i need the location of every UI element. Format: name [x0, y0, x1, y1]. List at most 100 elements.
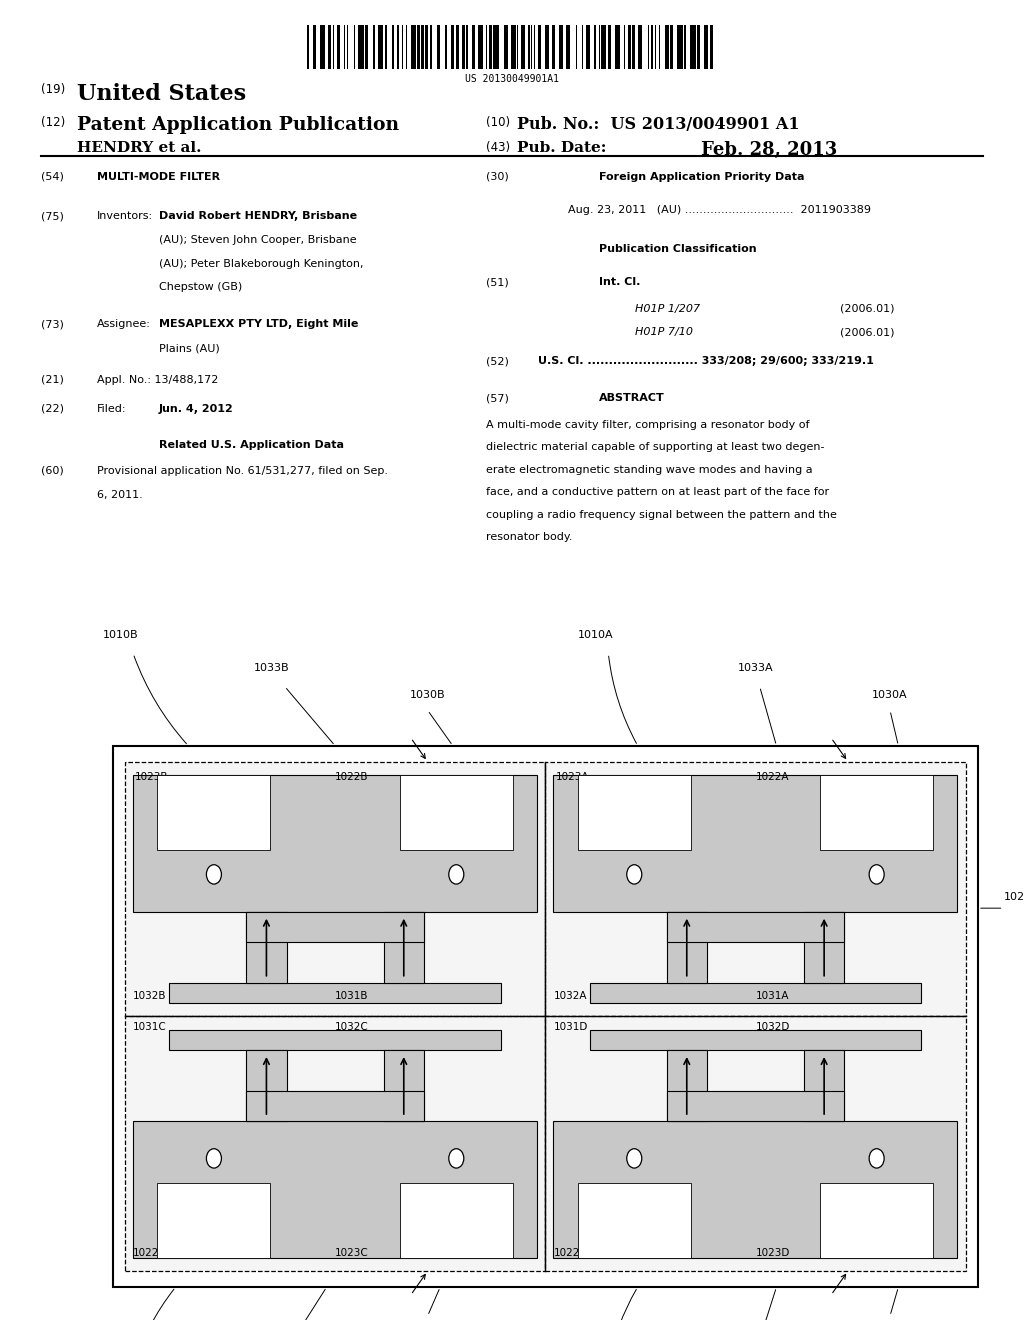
Bar — [445, 25, 446, 69]
Text: 1032A: 1032A — [553, 990, 587, 1001]
Text: Chepstow (GB): Chepstow (GB) — [159, 282, 242, 293]
Bar — [170, 1030, 501, 1051]
Text: 1031C: 1031C — [133, 1022, 167, 1032]
Text: (10): (10) — [486, 116, 511, 129]
Bar — [384, 1051, 424, 1121]
Bar — [417, 25, 420, 69]
Text: 1031B: 1031B — [335, 990, 369, 1001]
Bar — [457, 25, 459, 69]
Bar — [246, 1051, 287, 1121]
Bar — [385, 25, 387, 69]
Text: 1023B: 1023B — [135, 772, 169, 783]
Text: Inventors:: Inventors: — [97, 211, 154, 222]
Bar — [586, 25, 590, 69]
Text: (52): (52) — [486, 356, 509, 367]
Bar — [333, 25, 334, 69]
Text: Foreign Application Priority Data: Foreign Application Priority Data — [599, 172, 805, 182]
Text: United States: United States — [77, 83, 246, 106]
Bar — [697, 25, 700, 69]
Text: (60): (60) — [41, 466, 63, 477]
Bar — [599, 25, 600, 69]
Circle shape — [207, 1148, 221, 1168]
Text: (57): (57) — [486, 393, 509, 404]
Text: (AU); Peter Blakeborough Kenington,: (AU); Peter Blakeborough Kenington, — [159, 259, 364, 269]
Text: face, and a conductive pattern on at least part of the face for: face, and a conductive pattern on at lea… — [486, 487, 829, 498]
Text: 1010A: 1010A — [578, 630, 613, 640]
Text: Feb. 28, 2013: Feb. 28, 2013 — [701, 141, 838, 160]
Bar — [511, 25, 515, 69]
Bar — [357, 25, 364, 69]
Bar — [246, 912, 424, 941]
Bar — [528, 25, 529, 69]
Bar — [804, 912, 845, 982]
Text: (51): (51) — [486, 277, 509, 288]
Text: Related U.S. Application Data: Related U.S. Application Data — [159, 440, 344, 450]
Bar — [553, 775, 957, 912]
Bar — [710, 25, 713, 69]
Text: (30): (30) — [486, 172, 509, 182]
Bar — [337, 25, 340, 69]
Text: 1010B: 1010B — [102, 630, 138, 640]
Bar — [690, 25, 695, 69]
Text: Pub. No.:  US 2013/0049901 A1: Pub. No.: US 2013/0049901 A1 — [517, 116, 800, 133]
Bar — [608, 25, 611, 69]
Bar — [582, 25, 583, 69]
Bar — [346, 25, 348, 69]
Text: Assignee:: Assignee: — [97, 319, 152, 330]
Bar — [158, 1183, 270, 1258]
Bar — [425, 25, 428, 69]
Bar — [538, 25, 541, 69]
Bar — [406, 25, 408, 69]
Text: (21): (21) — [41, 375, 63, 385]
Text: (75): (75) — [41, 211, 63, 222]
Bar — [158, 775, 270, 850]
Text: 1030A: 1030A — [872, 689, 908, 700]
Text: Jun. 4, 2012: Jun. 4, 2012 — [159, 404, 233, 414]
Circle shape — [627, 1148, 642, 1168]
Bar — [329, 25, 331, 69]
Bar — [638, 25, 642, 69]
Text: David Robert HENDRY, Brisbane: David Robert HENDRY, Brisbane — [159, 211, 356, 222]
Bar — [667, 1051, 707, 1121]
Bar — [628, 25, 631, 69]
Bar — [133, 775, 537, 912]
Bar — [477, 25, 483, 69]
Bar — [113, 746, 978, 1287]
Bar — [665, 25, 669, 69]
Text: (43): (43) — [486, 141, 511, 154]
Text: Appl. No.: 13/488,172: Appl. No.: 13/488,172 — [97, 375, 219, 385]
Bar — [365, 25, 368, 69]
Circle shape — [449, 865, 464, 884]
Bar — [353, 25, 355, 69]
Bar — [594, 25, 596, 69]
Bar — [684, 25, 686, 69]
Bar — [374, 25, 375, 69]
Bar — [421, 25, 424, 69]
Bar — [545, 25, 549, 69]
Text: 1033B: 1033B — [254, 663, 290, 673]
Text: (2006.01): (2006.01) — [840, 327, 894, 338]
Text: 1022B: 1022B — [335, 772, 369, 783]
Bar — [820, 1183, 933, 1258]
Bar — [552, 25, 555, 69]
Text: 1031A: 1031A — [756, 990, 788, 1001]
Bar — [488, 25, 492, 69]
Bar — [633, 25, 635, 69]
Bar — [577, 25, 578, 69]
Circle shape — [207, 865, 221, 884]
Bar — [705, 25, 709, 69]
Circle shape — [869, 865, 884, 884]
Bar — [517, 25, 518, 69]
Text: U.S. Cl. .......................... 333/208; 29/600; 333/219.1: U.S. Cl. .......................... 333/… — [538, 356, 873, 367]
Circle shape — [449, 1148, 464, 1168]
Text: (2006.01): (2006.01) — [840, 304, 894, 314]
Text: Plains (AU): Plains (AU) — [159, 343, 219, 354]
Text: erate electromagnetic standing wave modes and having a: erate electromagnetic standing wave mode… — [486, 465, 813, 475]
Text: H01P 1/207: H01P 1/207 — [635, 304, 700, 314]
Text: 1032B: 1032B — [133, 990, 167, 1001]
Text: Pub. Date:: Pub. Date: — [517, 141, 606, 156]
Bar — [125, 1016, 545, 1271]
Circle shape — [869, 1148, 884, 1168]
Text: 1033A: 1033A — [737, 663, 773, 673]
Bar — [466, 25, 468, 69]
